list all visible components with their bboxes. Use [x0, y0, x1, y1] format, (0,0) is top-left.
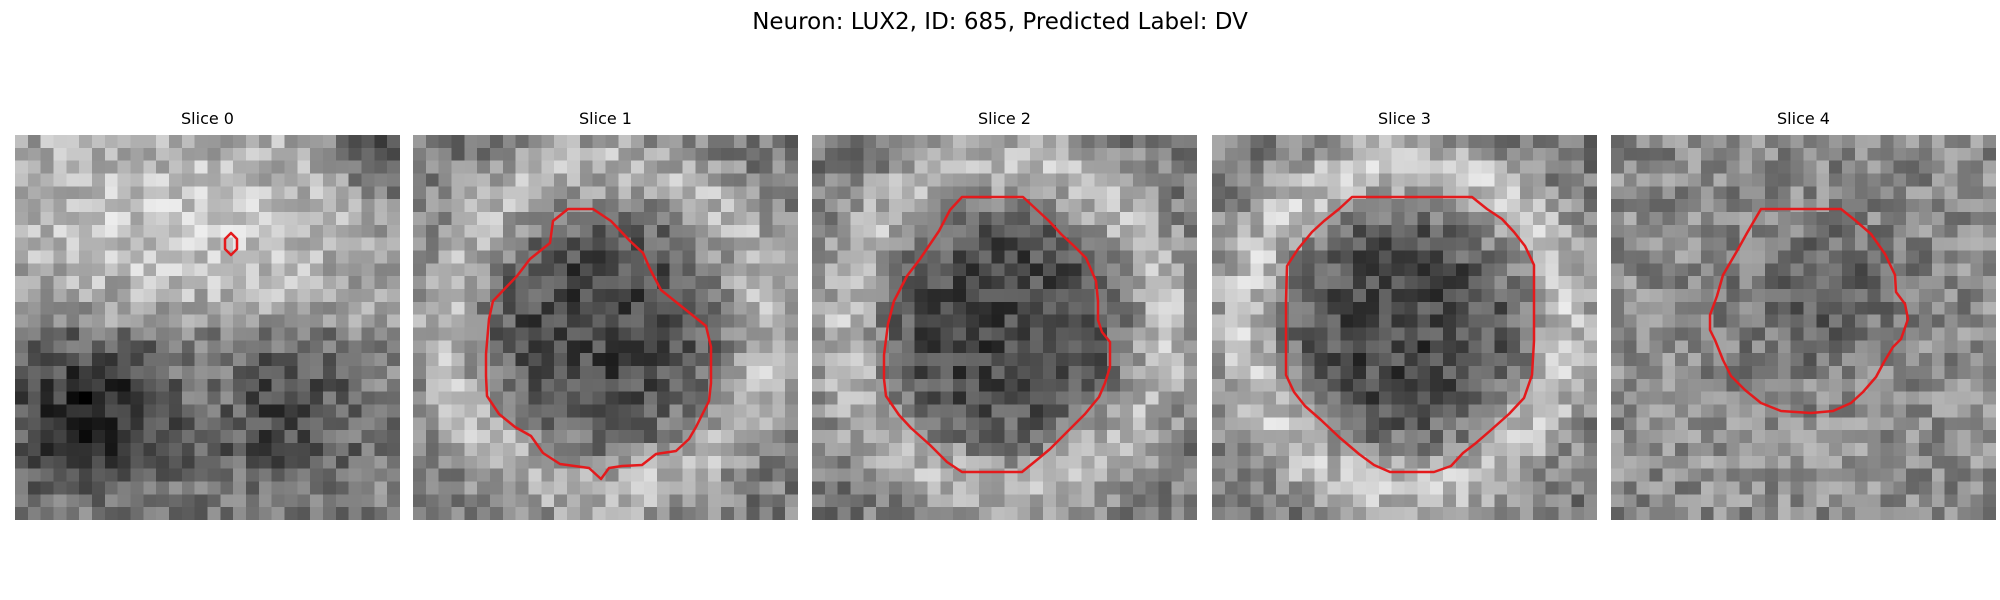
slice-pixel-grid	[1611, 135, 1996, 520]
slice-title: Slice 2	[978, 109, 1031, 128]
slice-title: Slice 4	[1777, 109, 1830, 128]
slice-image	[15, 135, 400, 520]
slice-image	[1611, 135, 1996, 520]
slice-pixel-grid	[413, 135, 798, 520]
slice-image	[812, 135, 1197, 520]
roi-contour	[484, 207, 713, 481]
slice-title: Slice 3	[1378, 109, 1431, 128]
roi-contour	[223, 231, 239, 257]
slice-title: Slice 1	[579, 109, 632, 128]
slice-image	[413, 135, 798, 520]
roi-contour	[1284, 195, 1536, 474]
slice-panel: Slice 1	[413, 108, 798, 520]
slice-image	[1212, 135, 1597, 520]
slice-pixel-grid	[15, 135, 400, 520]
slice-panel: Slice 2	[812, 108, 1197, 520]
slice-panel: Slice 0	[15, 108, 400, 520]
slice-pixel-grid	[812, 135, 1197, 520]
roi-contour	[882, 195, 1112, 474]
slice-panel: Slice 3	[1212, 108, 1597, 520]
slice-panel: Slice 4	[1611, 108, 1996, 520]
roi-contour	[1708, 207, 1910, 415]
slice-title: Slice 0	[181, 109, 234, 128]
figure-title: Neuron: LUX2, ID: 685, Predicted Label: …	[752, 9, 1248, 35]
